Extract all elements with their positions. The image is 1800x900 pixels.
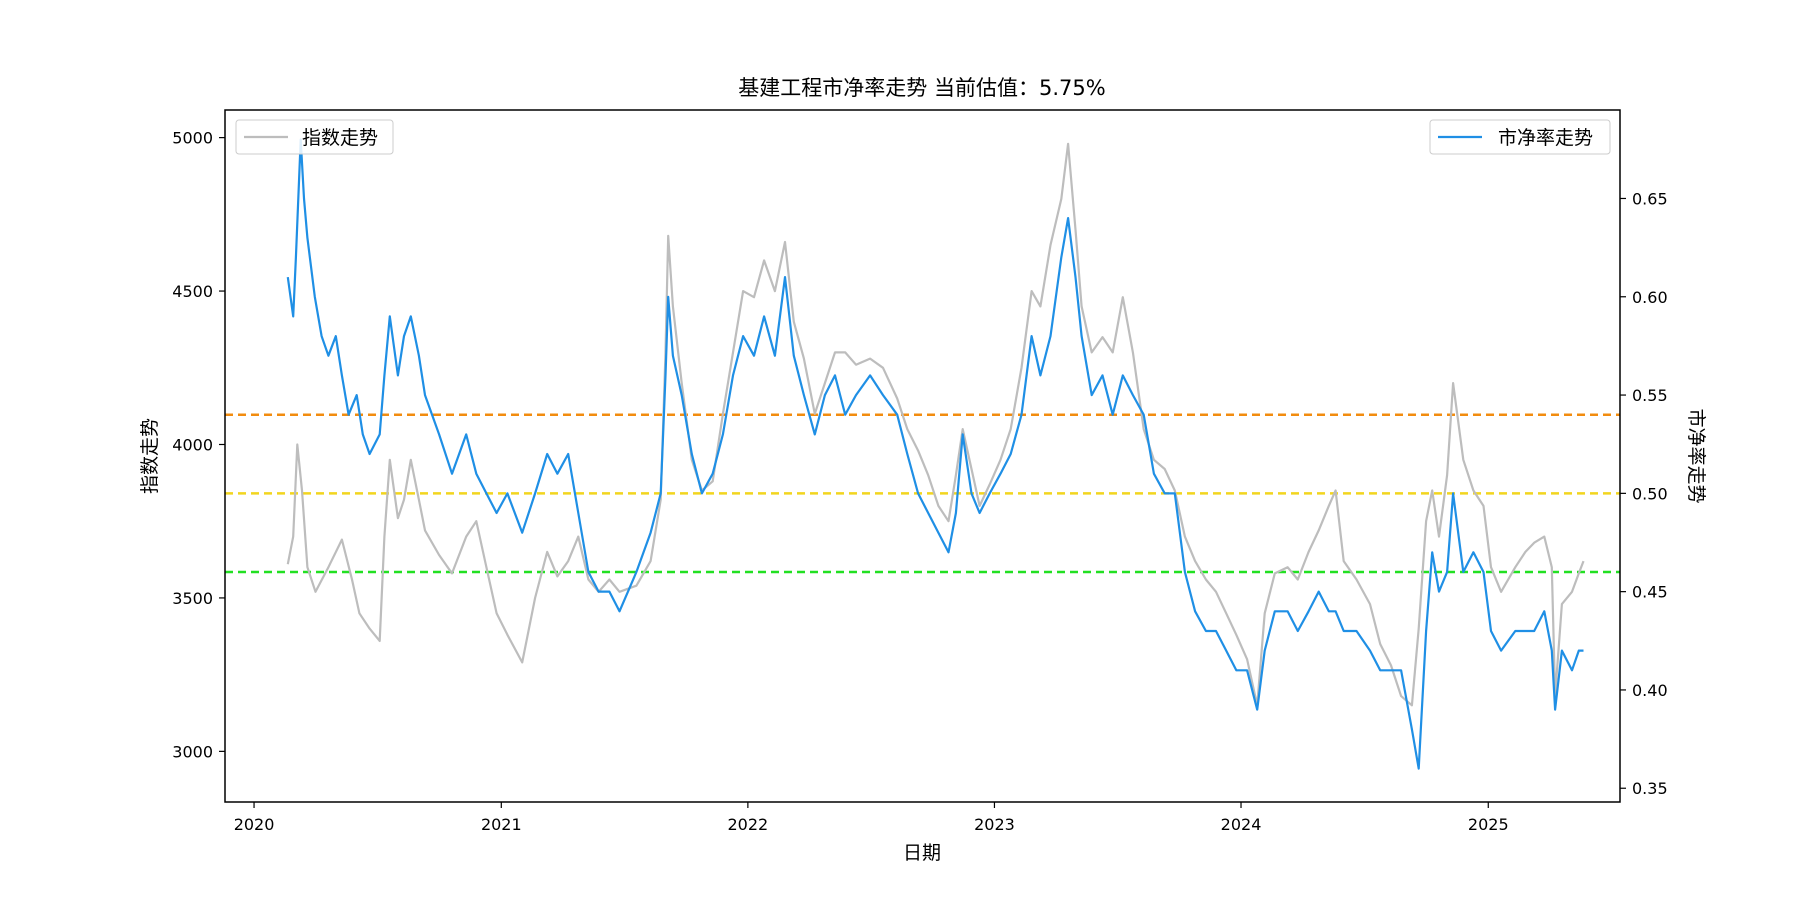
x-tick-label: 2021 — [481, 815, 522, 834]
y-left-tick-label: 5000 — [172, 129, 213, 148]
y-left-axis-label: 指数走势 — [139, 418, 161, 494]
y-right-tick-label: 0.60 — [1632, 288, 1668, 307]
legend-left: 指数走势 — [235, 119, 394, 155]
y-left-tick-label: 3500 — [172, 589, 213, 608]
x-tick-label: 2022 — [728, 815, 769, 834]
y-left-tick-label: 3000 — [172, 742, 213, 761]
y-right-axis-ticks: 0.35 0.40 0.45 0.50 0.55 0.60 0.65 — [1620, 189, 1668, 798]
legend-left-box — [235, 119, 394, 155]
legend-right-label: 市净率走势 — [1498, 127, 1593, 149]
pb-line — [286, 138, 1584, 770]
legend-right-box — [1429, 119, 1611, 155]
y-right-tick-label: 0.65 — [1632, 189, 1668, 208]
y-right-tick-label: 0.50 — [1632, 484, 1668, 503]
x-axis-label: 日期 — [903, 842, 941, 864]
legend-right: 市净率走势 — [1429, 119, 1611, 155]
chart-title: 基建工程市净率走势 当前估值：5.75% — [738, 76, 1105, 100]
x-axis-ticks: 2020 2021 2022 2023 2024 2025 — [234, 802, 1509, 834]
y-right-tick-label: 0.40 — [1632, 681, 1668, 700]
y-right-axis-label: 市净率走势 — [1685, 408, 1707, 503]
x-tick-label: 2025 — [1468, 815, 1509, 834]
y-right-tick-label: 0.45 — [1632, 583, 1668, 602]
y-right-tick-label: 0.35 — [1632, 779, 1668, 798]
x-tick-label: 2023 — [974, 815, 1015, 834]
x-tick-label: 2020 — [234, 815, 275, 834]
y-left-tick-label: 4500 — [172, 282, 213, 301]
legend-left-label: 指数走势 — [302, 127, 378, 149]
y-left-axis-ticks: 3000 3500 4000 4500 5000 — [172, 129, 225, 761]
index-series — [286, 142, 1585, 707]
x-tick-label: 2024 — [1221, 815, 1262, 834]
y-right-tick-label: 0.55 — [1632, 386, 1668, 405]
y-left-tick-label: 4000 — [172, 435, 213, 454]
reference-lines — [225, 413, 1620, 574]
index-line — [286, 142, 1585, 707]
pb-series — [286, 138, 1584, 770]
plot-frame — [224, 109, 1621, 803]
